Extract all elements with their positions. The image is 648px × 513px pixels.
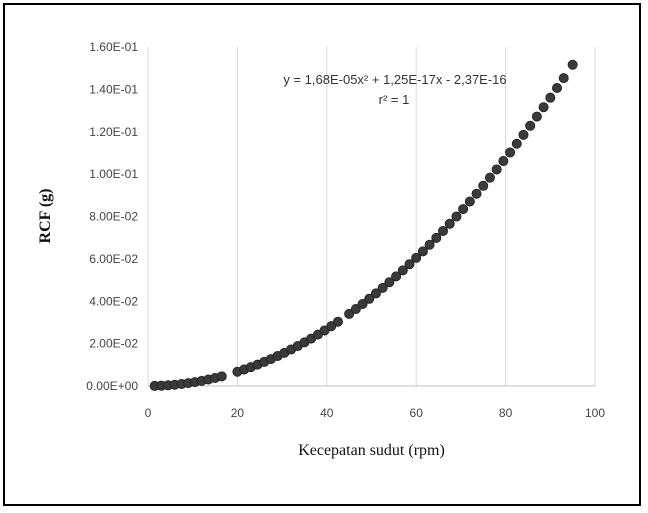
data-point	[438, 225, 449, 236]
x-tick-label: 20	[231, 406, 245, 420]
data-point	[357, 298, 368, 309]
y-tick-label: 1.60E-01	[89, 40, 138, 54]
data-point	[364, 293, 375, 304]
x-tick-label: 80	[499, 406, 513, 420]
y-tick-labels: 0.00E+00 2.00E-02 4.00E-02 6.00E-02 8.00E-02…	[86, 40, 138, 393]
y-tick-label: 1.00E-01	[89, 167, 138, 181]
trendline-equation: y = 1,68E-05x² + 1,25E-17x - 2,37E-16	[283, 72, 506, 87]
x-tick-label: 100	[585, 406, 605, 420]
data-point	[538, 102, 549, 113]
data-point	[545, 92, 556, 103]
y-tick-label: 0.00E+00	[86, 379, 138, 393]
data-point	[370, 288, 381, 299]
data-point	[552, 82, 563, 93]
data-point	[567, 59, 578, 70]
y-tick-label: 1.40E-01	[89, 82, 138, 96]
x-tick-label: 40	[320, 406, 334, 420]
data-point	[397, 265, 408, 276]
gridlines	[147, 47, 596, 386]
y-axis-title: RCF (g)	[37, 189, 54, 244]
data-point	[525, 120, 536, 131]
data-point	[350, 304, 361, 315]
y-tick-label: 6.00E-02	[89, 252, 138, 266]
data-point	[484, 172, 495, 183]
y-tick-label: 8.00E-02	[89, 210, 138, 224]
data-point	[377, 282, 388, 293]
data-point	[417, 246, 428, 257]
data-point	[411, 252, 422, 263]
data-point	[424, 239, 435, 250]
data-point	[498, 156, 509, 167]
y-tick-label: 2.00E-02	[89, 337, 138, 351]
data-point	[464, 196, 475, 207]
data-point	[391, 271, 402, 282]
r-squared-label: r² = 1	[379, 92, 410, 107]
data-point	[444, 218, 455, 229]
data-point	[216, 371, 227, 382]
y-tick-label: 1.20E-01	[89, 125, 138, 139]
data-point	[471, 188, 482, 199]
data-point	[491, 164, 502, 175]
data-point	[511, 138, 522, 149]
data-point	[451, 211, 462, 222]
data-point	[332, 316, 343, 327]
data-point	[531, 111, 542, 122]
data-point	[505, 147, 516, 158]
data-point	[384, 277, 395, 288]
data-point	[458, 204, 469, 215]
data-point	[344, 308, 355, 319]
x-tick-label: 0	[145, 406, 152, 420]
data-points	[149, 59, 578, 391]
x-axis-title: Kecepatan sudut (rpm)	[298, 442, 445, 459]
data-point	[431, 232, 442, 243]
data-point	[478, 180, 489, 191]
data-point	[404, 259, 415, 270]
data-point	[518, 129, 529, 140]
y-tick-label: 4.00E-02	[89, 294, 138, 308]
x-tick-labels: 0 20 40 60 80 100	[145, 406, 606, 420]
data-point	[558, 73, 569, 84]
x-tick-label: 60	[410, 406, 424, 420]
chart-frame	[3, 3, 641, 506]
